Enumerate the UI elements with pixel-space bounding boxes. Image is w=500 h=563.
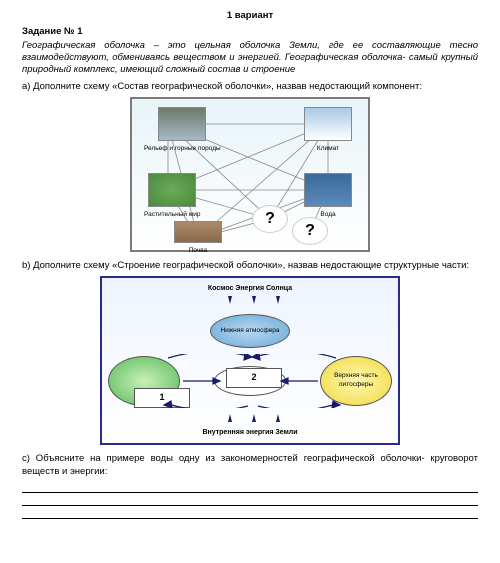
arrows-down-top [108,296,396,304]
diagram-b-top-label: Космос Энергия Солнца [108,284,392,293]
diagram-a: Рельеф и горные породы Климат Растительн… [130,97,370,252]
node-water: Вода [304,173,352,219]
relief-label: Рельеф и горные породы [144,146,221,153]
ellipse-lithosphere: Верхняя часть литосферы [320,356,392,406]
climate-image [304,107,352,141]
answer-line[interactable] [22,482,478,493]
diagram-b: Космос Энергия Солнца Нижняя атмосфера В… [100,276,400,445]
question-b: b) Дополните схему «Строение географичес… [22,260,478,272]
answer-line[interactable] [22,495,478,506]
node-soil: Почва [174,221,222,255]
soil-label: Почва [174,248,222,255]
node-climate: Климат [304,107,352,153]
page-title: 1 вариант [22,10,478,22]
plants-image [148,173,196,207]
diagram-b-wrapper: Космос Энергия Солнца Нижняя атмосфера В… [22,276,478,445]
task-number: Задание № 1 [22,26,478,38]
question-c: c) Объясните на примере воды одну из зак… [22,453,478,478]
diagram-a-wrapper: Рельеф и горные породы Климат Растительн… [22,97,478,252]
question-a: a) Дополните схему «Состав географическо… [22,81,478,93]
climate-label: Климат [304,146,352,153]
plants-label: Растительный мир [144,212,201,219]
task-intro: Географическая оболочка – это цельная об… [22,40,478,77]
node-plants: Растительный мир [144,173,201,219]
box-1: 1 [134,388,190,408]
answer-line[interactable] [22,508,478,519]
arrows-up-bottom [108,414,396,422]
box-2: 2 [226,368,282,388]
water-image [304,173,352,207]
answer-lines [22,482,478,519]
ellipse-atmosphere: Нижняя атмосфера [210,314,290,348]
unknown-node-1: ? [252,205,288,233]
diagram-b-bottom-label: Внутренняя энергия Земли [108,428,392,437]
relief-image [158,107,206,141]
soil-image [174,221,222,243]
node-relief: Рельеф и горные породы [144,107,221,153]
unknown-node-2: ? [292,217,328,245]
